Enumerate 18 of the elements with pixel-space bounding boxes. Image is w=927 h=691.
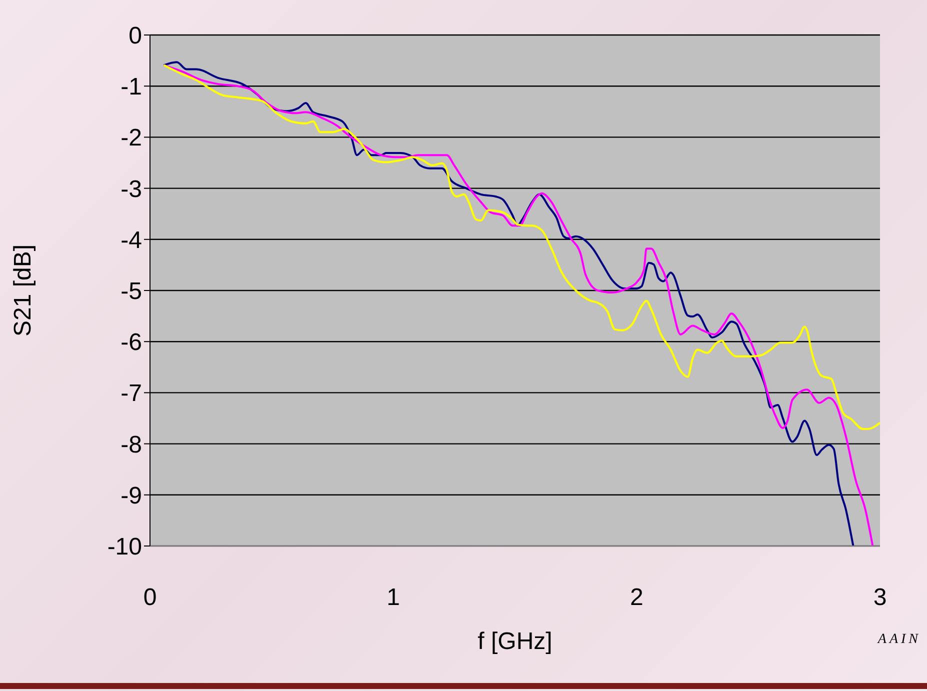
y-axis-title: S21 [dB]	[10, 244, 37, 337]
y-tick-label: -2	[120, 124, 142, 152]
text: AAIN	[878, 632, 921, 648]
y-tick-label: -6	[120, 329, 142, 356]
x-tick-label: 1	[386, 584, 400, 612]
y-tick-label: -1	[120, 74, 142, 101]
y-tick-label: -10	[107, 534, 142, 561]
y-tick-label: 0	[128, 22, 142, 50]
line-series	[162, 64, 880, 430]
y-tick-label: -4	[120, 226, 142, 254]
x-tick-label: 3	[873, 584, 887, 612]
x-axis-title: f [GHz]	[478, 628, 552, 655]
x-tick-label: 2	[630, 584, 644, 612]
y-tick-label: -7	[120, 380, 142, 408]
y-tick-label: -9	[120, 482, 142, 510]
y-tick-label: -3	[120, 176, 142, 203]
y-tick-label: -5	[120, 278, 142, 306]
y-tick-label: -8	[120, 431, 142, 458]
